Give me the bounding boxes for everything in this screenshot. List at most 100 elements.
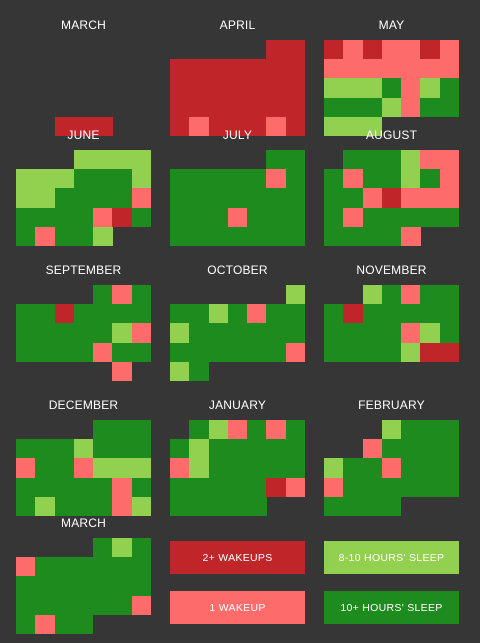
day-cell xyxy=(208,169,229,189)
day-cell xyxy=(401,477,421,498)
day-cell xyxy=(285,188,306,208)
day-cell xyxy=(227,477,248,498)
day-cell xyxy=(170,97,190,118)
day-cell xyxy=(35,458,55,478)
day-cell xyxy=(401,150,421,170)
day-cell xyxy=(381,169,402,189)
day-cell xyxy=(208,59,229,79)
day-cell xyxy=(35,576,55,596)
day-cell xyxy=(285,169,306,189)
day-cell xyxy=(54,439,75,459)
day-cell xyxy=(112,439,132,459)
legend-item-sleep-8-10: 8-10 HOURS' SLEEP xyxy=(324,541,459,574)
day-cell xyxy=(439,169,460,189)
day-cell xyxy=(401,78,421,98)
day-cell xyxy=(381,342,402,363)
day-cell xyxy=(266,78,286,98)
day-cell xyxy=(189,59,209,79)
day-cell xyxy=(54,226,75,247)
day-cell xyxy=(381,420,402,440)
day-cell xyxy=(439,207,460,228)
day-cell xyxy=(381,285,402,305)
day-cell xyxy=(401,304,421,324)
day-cell xyxy=(285,116,306,137)
day-cell xyxy=(131,169,152,189)
month-title: FEBRUARY xyxy=(358,398,425,412)
day-cell xyxy=(170,188,190,208)
day-cell xyxy=(343,116,363,137)
day-cell xyxy=(362,226,383,247)
day-cell xyxy=(93,150,113,170)
day-cell xyxy=(170,477,190,498)
day-cell xyxy=(54,207,75,228)
day-cell xyxy=(266,458,286,478)
day-cell xyxy=(324,188,344,208)
day-cell xyxy=(73,207,94,228)
day-cell xyxy=(439,304,460,324)
day-cell xyxy=(343,304,363,324)
month-grid xyxy=(324,150,460,247)
day-cell xyxy=(266,150,286,170)
day-cell xyxy=(401,59,421,79)
month-title: MAY xyxy=(378,18,405,32)
month-grid xyxy=(170,420,306,517)
day-cell xyxy=(112,169,132,189)
day-cell xyxy=(208,496,229,517)
day-cell xyxy=(343,150,363,170)
day-cell xyxy=(420,477,440,498)
day-cell xyxy=(16,304,36,324)
day-cell xyxy=(189,304,209,324)
month-grid xyxy=(170,40,306,137)
day-cell xyxy=(112,595,132,616)
day-cell xyxy=(439,97,460,118)
day-cell xyxy=(401,226,421,247)
day-cell xyxy=(247,97,267,118)
day-cell xyxy=(73,614,94,635)
day-cell xyxy=(285,226,306,247)
day-cell xyxy=(54,342,75,363)
day-cell xyxy=(343,207,363,228)
day-cell xyxy=(285,285,306,305)
day-cell xyxy=(401,169,421,189)
day-cell xyxy=(362,477,383,498)
day-cell xyxy=(439,59,460,79)
day-cell xyxy=(54,169,75,189)
day-cell xyxy=(189,116,209,137)
day-cell xyxy=(362,97,383,118)
legend-item-sleep-10plus: 10+ HOURS' SLEEP xyxy=(324,591,459,624)
day-cell xyxy=(131,323,152,343)
day-cell xyxy=(93,557,113,577)
day-cell xyxy=(93,207,113,228)
day-cell xyxy=(324,207,344,228)
day-cell xyxy=(73,150,94,170)
day-cell xyxy=(170,496,190,517)
day-cell xyxy=(35,614,55,635)
day-cell xyxy=(439,458,460,478)
day-cell xyxy=(381,78,402,98)
day-cell xyxy=(93,576,113,596)
day-cell xyxy=(93,188,113,208)
day-cell xyxy=(93,595,113,616)
month-title: SEPTEMBER xyxy=(45,263,122,277)
day-cell xyxy=(16,207,36,228)
day-cell xyxy=(247,342,267,363)
day-cell xyxy=(362,169,383,189)
day-cell xyxy=(93,420,113,440)
day-cell xyxy=(35,439,55,459)
day-cell xyxy=(73,169,94,189)
day-cell xyxy=(227,169,248,189)
day-cell xyxy=(266,40,286,60)
day-cell xyxy=(16,439,36,459)
day-cell xyxy=(208,188,229,208)
day-cell xyxy=(285,97,306,118)
day-cell xyxy=(247,78,267,98)
day-cell xyxy=(227,420,248,440)
day-cell xyxy=(401,458,421,478)
day-cell xyxy=(266,188,286,208)
day-cell xyxy=(208,439,229,459)
day-cell xyxy=(439,188,460,208)
day-cell xyxy=(93,304,113,324)
day-cell xyxy=(131,342,152,363)
day-cell xyxy=(343,97,363,118)
day-cell xyxy=(362,304,383,324)
